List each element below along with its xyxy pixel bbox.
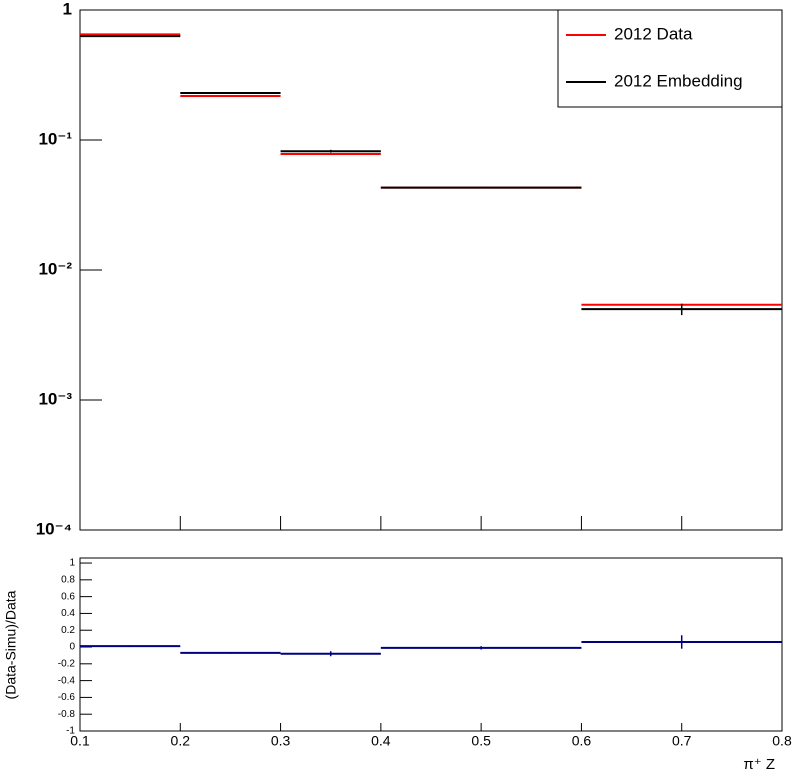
y-tick-label: 1 — [69, 558, 75, 569]
y-tick-label: -1 — [66, 726, 75, 737]
legend-box — [557, 9, 783, 108]
legend-label: 2012 Embedding — [614, 71, 743, 90]
x-tick-label: 0.5 — [471, 733, 491, 749]
x-tick-label: 0.3 — [271, 733, 291, 749]
x-tick-label: 0.2 — [171, 733, 191, 749]
x-tick-label: 0.8 — [772, 733, 792, 749]
x-tick-label: 0.6 — [572, 733, 592, 749]
x-tick-label: 0.7 — [672, 733, 692, 749]
y-tick-label: 0 — [69, 642, 75, 653]
y-tick-label: -0.2 — [58, 658, 76, 669]
y-tick-label: 10⁻⁴ — [36, 519, 72, 538]
legend-label: 2012 Data — [614, 24, 693, 43]
y-axis-label: (Data-Simu)/Data — [3, 590, 19, 699]
y-tick-label: 0.6 — [61, 591, 75, 602]
y-tick-label: 0.8 — [61, 574, 75, 585]
y-tick-label: 0.4 — [61, 608, 75, 619]
y-tick-label: -0.8 — [58, 709, 76, 720]
y-tick-label: 10⁻³ — [38, 389, 72, 408]
y-tick-label: 10⁻¹ — [38, 129, 72, 148]
y-tick-label: 1 — [63, 0, 72, 18]
x-tick-label: 0.1 — [70, 733, 90, 749]
y-tick-label: -0.4 — [58, 675, 76, 686]
y-tick-label: 0.2 — [61, 625, 75, 636]
x-axis-label: π⁺ Z — [743, 756, 775, 773]
x-tick-label: 0.4 — [371, 733, 391, 749]
y-tick-label: -0.6 — [58, 692, 76, 703]
y-tick-label: 10⁻² — [38, 259, 72, 278]
ratio-frame — [79, 557, 783, 732]
